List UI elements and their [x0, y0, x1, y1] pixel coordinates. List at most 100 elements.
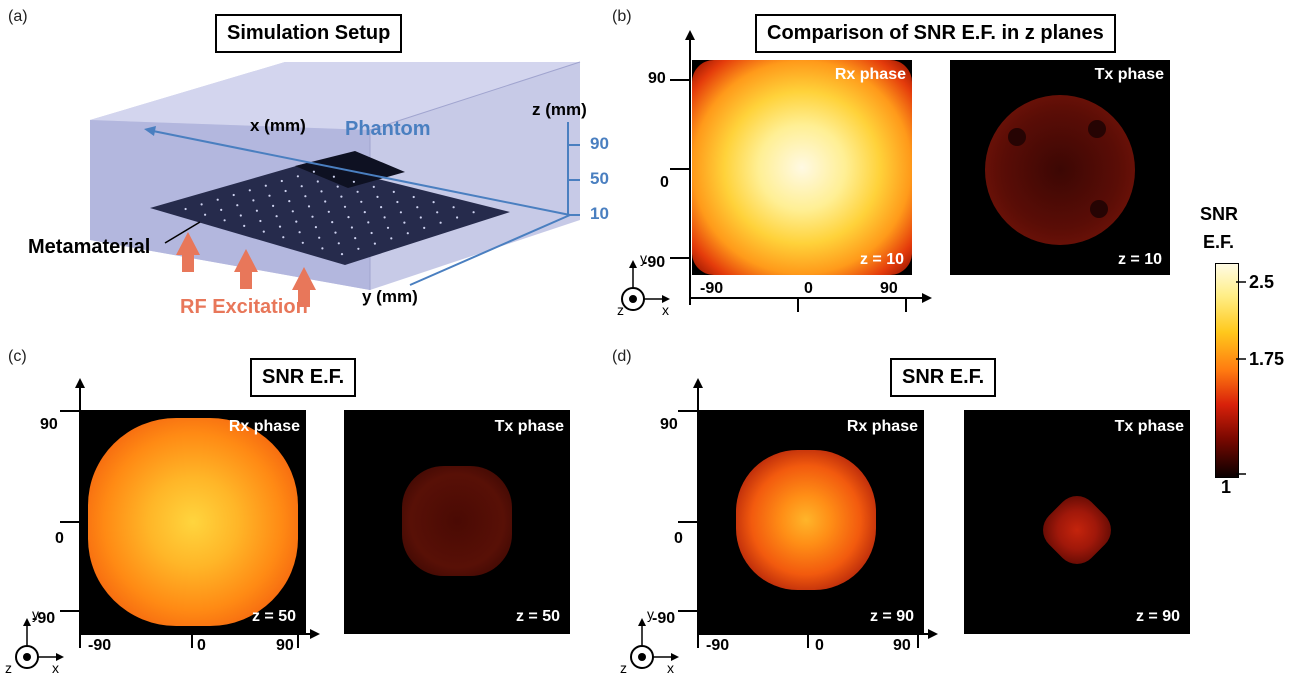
- x-tick-neg90: -90: [88, 637, 112, 654]
- unit-cell-dot: [307, 205, 311, 208]
- x-axis-label: x (mm): [250, 116, 306, 135]
- unit-cell-dot: [452, 206, 455, 209]
- unit-cell-dot: [372, 185, 375, 188]
- phantom-top-face: [90, 62, 580, 130]
- x-tick-0: 0: [197, 637, 206, 654]
- unit-cell-dot: [472, 211, 475, 214]
- y-axis-line: [409, 214, 571, 286]
- unit-cell-dot: [318, 236, 321, 239]
- unit-cell-dot: [373, 242, 376, 245]
- unit-cell-dot: [243, 224, 246, 227]
- unit-cell-dot: [321, 247, 324, 250]
- unit-cell-dot: [340, 253, 344, 256]
- metamaterial-pointer: [164, 221, 201, 244]
- metamaterial-unit-cells: [184, 170, 475, 256]
- coord-x-label: x: [662, 302, 669, 318]
- z-tick-50: 50: [590, 169, 609, 188]
- unit-cell-dot: [232, 193, 235, 197]
- unit-cell-dot: [386, 226, 390, 229]
- unit-cell-dot: [392, 190, 395, 193]
- unit-cell-dot: [356, 190, 359, 193]
- tx-map-z90: Tx phase z = 90: [964, 410, 1190, 634]
- unit-cell-dot: [248, 189, 251, 192]
- coord-z-label: z: [620, 660, 627, 676]
- unit-cell-dot: [336, 185, 339, 188]
- unit-cell-dot: [327, 210, 330, 213]
- colorbar-tick-mid: 1.75: [1249, 349, 1285, 369]
- y-tick-90: 90: [660, 416, 678, 433]
- x-axis-line: [147, 129, 571, 216]
- unit-cell-dot: [390, 237, 393, 240]
- rx-phase-label: Rx phase: [846, 418, 918, 435]
- unit-cell-dot: [275, 215, 278, 218]
- coordinate-system-icon: [621, 260, 670, 311]
- unit-cell-dot: [314, 226, 317, 229]
- unit-cell-dot: [200, 203, 203, 206]
- y-tick-neg90: -90: [652, 610, 676, 627]
- coord-x-label: x: [52, 660, 59, 676]
- unit-cell-dot: [223, 219, 226, 222]
- tx-phase-label: Tx phase: [494, 418, 564, 435]
- rx-map-z10: Rx phase z = 10: [692, 60, 912, 275]
- coord-x-label: x: [667, 660, 674, 676]
- unit-cell-dot: [332, 175, 335, 178]
- panel-b-axes: [670, 30, 932, 312]
- unit-cell-dot: [236, 204, 239, 207]
- metamaterial-label: Metamaterial: [28, 236, 151, 258]
- unit-cell-dot: [278, 225, 282, 228]
- unit-cell-dot: [312, 170, 315, 173]
- coord-y-label: y: [32, 606, 39, 622]
- coord-y-label: y: [640, 250, 647, 266]
- unit-cell-dot: [295, 220, 298, 223]
- x-tick-90: 90: [880, 280, 898, 297]
- y-tick-90: 90: [40, 416, 58, 433]
- panel-c-letter: (c): [8, 348, 27, 365]
- coord-z-label: z: [617, 302, 624, 318]
- colorbar-tick-high: 2.5: [1249, 272, 1275, 292]
- colorbar: [1215, 263, 1239, 478]
- panel-a-letter: (a): [8, 8, 28, 25]
- metamaterial-dark-region: [295, 151, 405, 188]
- unit-cell-dot: [383, 216, 386, 219]
- unit-cell-dot: [272, 204, 275, 207]
- unit-cell-dot: [337, 242, 340, 245]
- x-tick-neg90: -90: [700, 280, 724, 297]
- z-tick-10: 10: [590, 204, 609, 223]
- rf-excitation-label: RF Excitation: [180, 296, 308, 318]
- unit-cell-dot: [380, 206, 383, 209]
- y-axis-label: y (mm): [362, 287, 418, 306]
- unit-cell-dot: [403, 221, 406, 224]
- unit-cell-dot: [268, 194, 271, 197]
- unit-cell-dot: [363, 211, 366, 214]
- z-plane-label: z = 10: [1117, 251, 1162, 268]
- unit-cell-dot: [412, 195, 415, 199]
- unit-cell-dot: [367, 221, 370, 224]
- unit-cell-dot: [288, 200, 291, 203]
- panel-d-title: SNR E.F.: [890, 358, 997, 397]
- panel-b-title: Comparison of SNR E.F. in z planes: [755, 14, 1116, 53]
- panel-a-title: Simulation Setup: [215, 14, 403, 53]
- unit-cell-dot: [350, 226, 353, 229]
- x-tick-0: 0: [804, 280, 813, 297]
- unit-cell-dot: [376, 195, 379, 198]
- coordinate-system-icon: [15, 618, 64, 669]
- x-axis-arrowhead: [144, 126, 156, 136]
- rf-arrow-3: [292, 267, 316, 307]
- unit-cell-dot: [399, 211, 402, 214]
- unit-cell-dot: [304, 195, 307, 198]
- x-tick-90: 90: [893, 637, 911, 654]
- unit-cell-dot: [296, 175, 299, 178]
- unit-cell-dot: [334, 231, 337, 234]
- unit-cell-dot: [301, 241, 304, 244]
- rx-map-z90: Rx phase z = 90: [698, 410, 924, 634]
- unit-cell-dot: [354, 237, 357, 240]
- unit-cell-dot: [291, 210, 294, 213]
- unit-cell-dot: [370, 231, 373, 235]
- colorbar-tick-low: 1: [1221, 477, 1232, 497]
- panel-b-letter: (b): [612, 8, 632, 25]
- rf-arrow-2: [234, 249, 258, 289]
- y-tick-neg90: -90: [32, 610, 56, 627]
- metamaterial-sheet: [150, 162, 510, 265]
- unit-cell-dot: [264, 184, 267, 187]
- unit-cell-dot: [216, 198, 219, 201]
